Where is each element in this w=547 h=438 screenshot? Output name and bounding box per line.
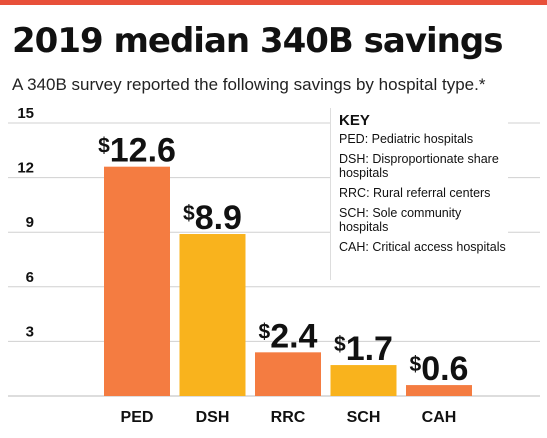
data-label-cah: $0.6: [410, 350, 469, 388]
y-tick-label-15: 15: [17, 105, 34, 122]
bar-ped: [104, 166, 170, 396]
x-tick-label-rrc: RRC: [271, 409, 306, 426]
chart-title: 2019 median 340B savings: [12, 21, 503, 61]
x-tick-label-sch: SCH: [347, 409, 381, 426]
bar-dsh: [179, 234, 246, 396]
bar-cah: [406, 385, 472, 396]
key-title: KEY: [339, 112, 370, 129]
key-item-dsh: DSH: Disproportionate share hospitals: [339, 152, 499, 180]
y-tick-label-6: 6: [26, 269, 34, 286]
key-box: KEY PED: Pediatric hospitals DSH: Dispro…: [330, 108, 508, 280]
data-label-sch: $1.7: [334, 330, 393, 368]
key-item-sch: SCH: Sole community hospitals: [339, 206, 462, 234]
y-tick-label-12: 12: [17, 160, 34, 177]
x-tick-label-dsh: DSH: [196, 409, 230, 426]
data-label-rrc: $2.4: [259, 317, 318, 355]
key-item-cah: CAH: Critical access hospitals: [339, 240, 506, 254]
y-tick-label-9: 9: [26, 214, 34, 231]
key-item-rrc: RRC: Rural referral centers: [339, 186, 491, 200]
bar-sch: [330, 365, 397, 396]
bar-rrc: [255, 352, 321, 396]
x-tick-label-cah: CAH: [422, 409, 457, 426]
key-item-ped: PED: Pediatric hospitals: [339, 132, 474, 146]
y-tick-label-3: 3: [26, 323, 34, 340]
bar-chart: 3 6 9 12 15 PED $12.6 DSH $8.9 RRC $2.4 SCH $1.7 CAH $…: [8, 105, 540, 426]
data-label-ped: $12.6: [98, 132, 176, 170]
data-label-dsh: $8.9: [183, 199, 242, 237]
x-tick-label-ped: PED: [121, 409, 154, 426]
chart-subtitle: A 340B survey reported the following sav…: [12, 75, 486, 94]
